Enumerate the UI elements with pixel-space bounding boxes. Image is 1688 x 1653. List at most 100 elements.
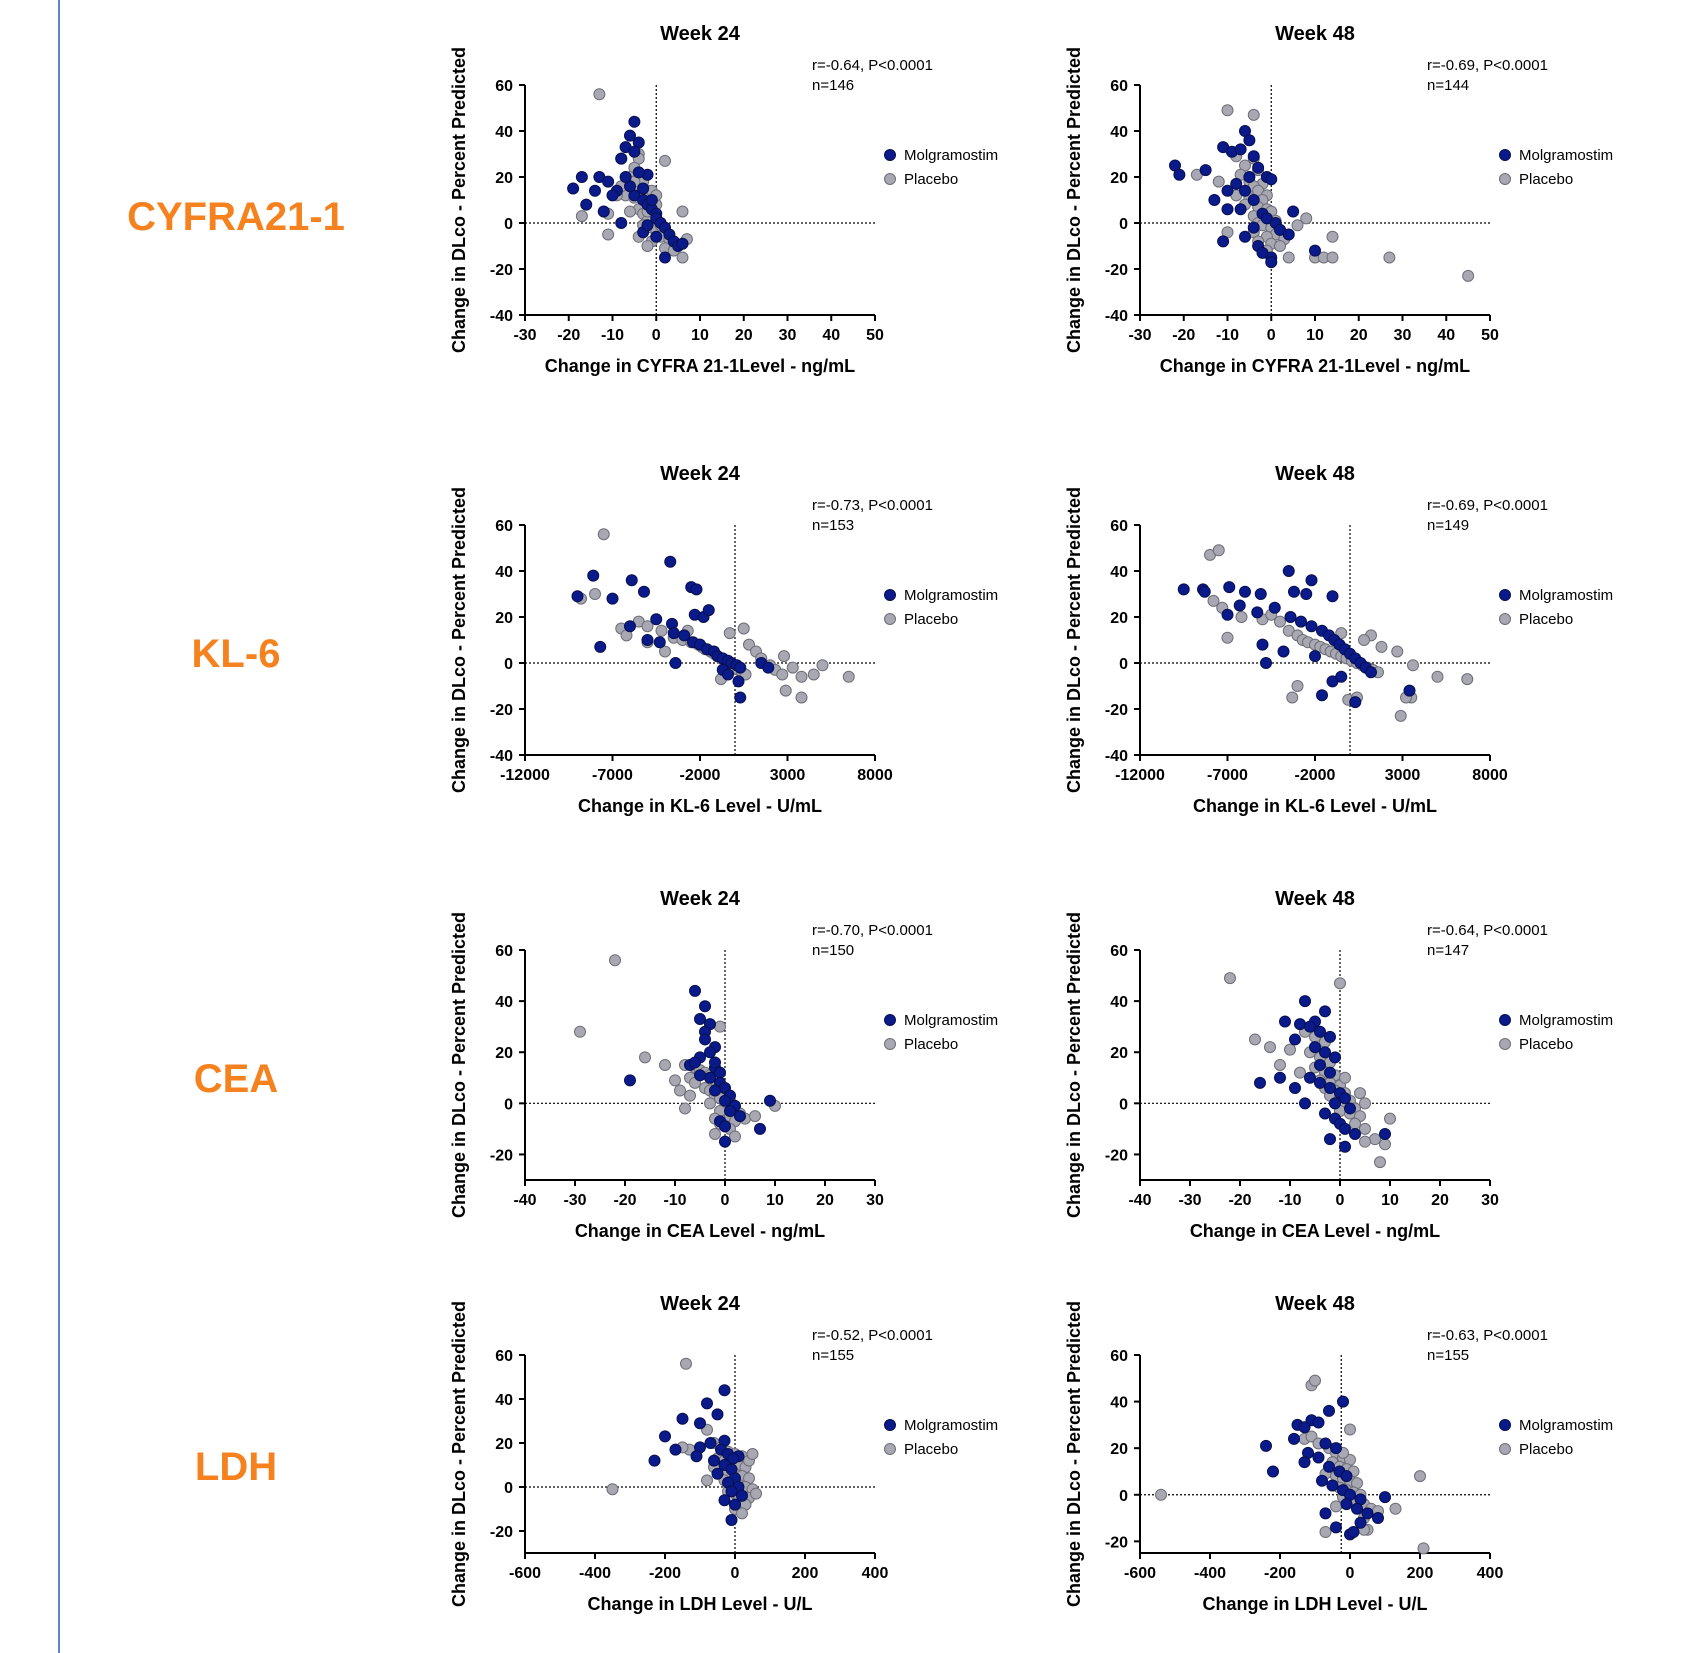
- point-placebo: [1212, 544, 1225, 557]
- point-molgramostim: [1323, 1460, 1335, 1473]
- point-placebo: [750, 1487, 762, 1500]
- row-label-ldh: LDH: [194, 1445, 278, 1489]
- legend-label: Molgramostim: [1519, 147, 1613, 164]
- point-molgramostim: [1254, 588, 1267, 600]
- x-tick-label: -40: [513, 1192, 536, 1209]
- legend-marker: [1499, 613, 1511, 625]
- correlation-stat: r=-0.63, P<0.0001: [1427, 1327, 1548, 1344]
- legend-label: Placebo: [904, 611, 958, 628]
- point-molgramostim: [1337, 1395, 1349, 1408]
- point-placebo: [1462, 269, 1475, 282]
- point-molgramostim: [689, 984, 701, 997]
- point-molgramostim: [1347, 1526, 1360, 1539]
- point-placebo: [714, 1020, 726, 1033]
- point-molgramostim: [754, 1122, 766, 1135]
- legend-label: Placebo: [904, 1036, 958, 1053]
- legend-label: Molgramostim: [1519, 1012, 1613, 1029]
- point-molgramostim: [669, 657, 682, 669]
- point-placebo: [746, 1448, 759, 1460]
- point-placebo: [778, 650, 790, 663]
- point-molgramostim: [1239, 184, 1251, 197]
- point-molgramostim: [1312, 1416, 1325, 1429]
- y-tick-label: -20: [1105, 1147, 1128, 1164]
- y-tick-label: 40: [495, 994, 513, 1011]
- point-placebo: [1359, 1097, 1371, 1110]
- x-tick-label: 8000: [857, 767, 893, 784]
- point-molgramostim: [628, 145, 641, 158]
- point-molgramostim: [1198, 585, 1211, 598]
- legend-label: Placebo: [1519, 1036, 1573, 1053]
- y-tick-label: 0: [504, 1096, 513, 1113]
- x-tick-label: 0: [652, 327, 661, 344]
- point-molgramostim: [580, 198, 593, 211]
- x-tick-label: 0: [731, 1565, 740, 1582]
- point-molgramostim: [1221, 203, 1234, 216]
- point-molgramostim: [1223, 581, 1236, 594]
- point-molgramostim: [1277, 645, 1290, 658]
- y-tick-label: 40: [495, 564, 513, 581]
- point-molgramostim: [725, 1514, 738, 1526]
- point-molgramostim: [694, 1069, 706, 1082]
- x-tick-label: 0: [1346, 1565, 1355, 1582]
- point-molgramostim: [678, 629, 691, 642]
- correlation-stat: r=-0.64, P<0.0001: [1427, 922, 1548, 939]
- y-tick-label: -20: [490, 1524, 513, 1541]
- x-axis-label: Change in KL-6 Level - U/mL: [1193, 796, 1437, 816]
- point-molgramostim: [1300, 588, 1313, 600]
- x-axis-label: Change in CEA Level - ng/mL: [1190, 1221, 1440, 1241]
- point-molgramostim: [1289, 1082, 1301, 1094]
- y-tick-label: 20: [1110, 170, 1128, 187]
- point-molgramostim: [1335, 670, 1348, 683]
- y-tick-label: 20: [495, 1045, 513, 1062]
- point-placebo: [736, 1507, 748, 1520]
- x-tick-label: -30: [1178, 1192, 1201, 1209]
- point-placebo: [704, 1097, 716, 1110]
- legend-marker: [1499, 1014, 1511, 1026]
- x-tick-label: 0: [1267, 327, 1276, 344]
- y-tick-label: -20: [1105, 262, 1128, 279]
- point-molgramostim: [1339, 1140, 1351, 1153]
- y-tick-label: 0: [1119, 216, 1128, 233]
- point-molgramostim: [1298, 1421, 1311, 1434]
- x-tick-label: 200: [792, 1565, 819, 1582]
- point-molgramostim: [1349, 1128, 1361, 1140]
- point-placebo: [1461, 673, 1474, 686]
- x-tick-label: 3000: [770, 767, 806, 784]
- point-molgramostim: [727, 1452, 740, 1465]
- point-placebo: [1274, 1059, 1286, 1071]
- y-tick-label: 20: [1110, 610, 1128, 627]
- point-molgramostim: [624, 620, 636, 633]
- point-molgramostim: [694, 1013, 706, 1025]
- x-tick-label: 400: [1477, 1565, 1504, 1582]
- sample-size-stat: n=146: [812, 77, 854, 94]
- x-tick-label: -12000: [1115, 767, 1165, 784]
- point-molgramostim: [653, 636, 666, 649]
- point-placebo: [624, 205, 636, 218]
- sample-size-stat: n=155: [1427, 1347, 1469, 1364]
- x-tick-label: 40: [822, 327, 840, 344]
- point-molgramostim: [690, 1450, 703, 1463]
- point-placebo: [1264, 1041, 1276, 1054]
- point-molgramostim: [1339, 1092, 1351, 1105]
- point-molgramostim: [704, 1071, 716, 1084]
- point-molgramostim: [1326, 590, 1339, 603]
- point-placebo: [1319, 1526, 1332, 1539]
- x-tick-label: 50: [866, 327, 884, 344]
- y-tick-label: 20: [1110, 1045, 1128, 1062]
- y-tick-label: 0: [504, 656, 513, 673]
- point-placebo: [609, 954, 621, 967]
- y-axis-label: Change in DLco - Percent Predicted: [449, 1301, 469, 1607]
- chart-title: Week 24: [660, 463, 741, 485]
- chart-title: Week 48: [1275, 23, 1355, 45]
- chart-title: Week 24: [660, 1293, 741, 1315]
- point-molgramostim: [1256, 246, 1269, 259]
- point-placebo: [1294, 1066, 1306, 1079]
- point-placebo: [659, 645, 671, 658]
- point-molgramostim: [1234, 203, 1247, 216]
- y-tick-label: 0: [1119, 656, 1128, 673]
- point-molgramostim: [1295, 615, 1307, 628]
- scatter-chart-ldh-week48: Week 48r=-0.63, P<0.0001n=155-200204060-…: [1064, 1293, 1613, 1614]
- legend-marker: [884, 149, 896, 161]
- point-placebo: [597, 528, 610, 541]
- point-molgramostim: [1294, 1018, 1306, 1031]
